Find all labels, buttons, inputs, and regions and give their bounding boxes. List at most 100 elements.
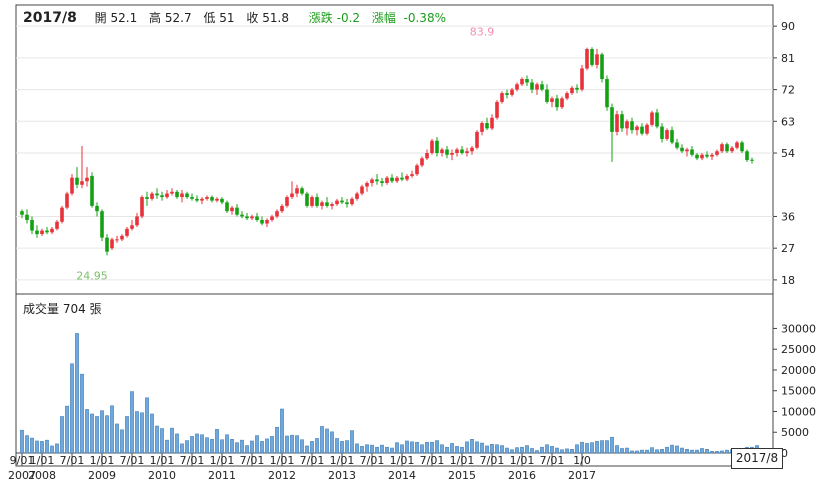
volume-bar bbox=[80, 373, 84, 454]
candle-body bbox=[525, 79, 529, 83]
volume-bar bbox=[55, 443, 59, 454]
volume-bar bbox=[565, 448, 569, 454]
volume-bar bbox=[305, 445, 309, 454]
candle-body bbox=[365, 182, 369, 187]
year-label: 2009 bbox=[88, 469, 116, 482]
candle-body bbox=[375, 179, 379, 182]
volume-bar bbox=[550, 446, 554, 454]
volume-bar bbox=[675, 445, 679, 454]
year-label: 2007 bbox=[8, 469, 36, 482]
volume-bar bbox=[445, 446, 449, 454]
candle-body bbox=[485, 123, 489, 129]
volume-bar bbox=[680, 447, 684, 454]
volume-bar bbox=[20, 429, 24, 454]
volume-bar bbox=[30, 437, 34, 454]
volume-bar bbox=[345, 440, 349, 454]
candle-body bbox=[370, 179, 374, 183]
candle-body bbox=[655, 112, 659, 127]
volume-bar bbox=[340, 441, 344, 454]
volume-bar bbox=[295, 435, 299, 454]
candle-body bbox=[545, 89, 549, 102]
candle-body bbox=[565, 93, 569, 99]
volume-bar bbox=[255, 435, 259, 454]
volume-bar bbox=[315, 438, 319, 454]
candle-body bbox=[210, 197, 214, 201]
candle-body bbox=[245, 216, 249, 219]
candle-body bbox=[340, 200, 344, 203]
candle-body bbox=[200, 198, 204, 201]
open-value: 52.1 bbox=[110, 11, 138, 25]
volume-bar bbox=[590, 442, 594, 454]
volume-bar bbox=[50, 445, 54, 454]
volume-bar bbox=[510, 449, 514, 454]
volume-bar bbox=[240, 439, 244, 454]
open-label: 開 bbox=[94, 11, 107, 25]
pct-label: 漲幅 bbox=[371, 11, 396, 25]
volume-bar bbox=[610, 436, 614, 454]
volume-bar bbox=[385, 446, 389, 454]
candle-body bbox=[495, 101, 499, 118]
volume-bar bbox=[430, 441, 434, 454]
candle-body bbox=[595, 54, 599, 65]
candle-body bbox=[230, 207, 234, 212]
candle-body bbox=[405, 175, 409, 180]
volume-tick-label: 0 bbox=[781, 447, 788, 460]
candle-body bbox=[415, 165, 419, 175]
candle-body bbox=[505, 93, 509, 95]
candle-body bbox=[500, 93, 504, 102]
candle-body bbox=[725, 144, 729, 152]
volume-bar bbox=[465, 441, 469, 454]
candle-body bbox=[345, 202, 349, 205]
candle-body bbox=[250, 216, 254, 219]
candle-body bbox=[410, 174, 414, 176]
candle-body bbox=[580, 68, 584, 90]
volume-bar bbox=[130, 391, 134, 454]
candle-body bbox=[520, 79, 524, 85]
candle-body bbox=[425, 153, 429, 159]
candle-body bbox=[135, 216, 139, 226]
candle-body bbox=[305, 193, 309, 206]
close-item: 收 51.8 bbox=[246, 11, 289, 25]
candle-body bbox=[335, 200, 339, 205]
volume-bar bbox=[545, 444, 549, 454]
candle-body bbox=[560, 98, 564, 108]
volume-bar bbox=[70, 363, 74, 454]
candle-body bbox=[155, 193, 159, 196]
volume-bar bbox=[140, 412, 144, 454]
x-tick-label: 7/01 bbox=[480, 454, 505, 467]
candle-body bbox=[440, 149, 444, 154]
candle-body bbox=[710, 154, 714, 157]
volume-bar bbox=[515, 447, 519, 454]
candle-body bbox=[360, 186, 364, 194]
candle-body bbox=[20, 211, 24, 215]
volume-bar bbox=[700, 448, 704, 454]
volume-bar bbox=[170, 427, 174, 454]
candle-body bbox=[535, 84, 539, 90]
volume-bar bbox=[330, 431, 334, 454]
x-tick-label: 7/01 bbox=[240, 454, 265, 467]
candle-body bbox=[120, 235, 124, 240]
candle-body bbox=[490, 117, 494, 129]
volume-bar bbox=[635, 450, 639, 454]
x-tick-label: 7/01 bbox=[60, 454, 85, 467]
volume-bar bbox=[160, 428, 164, 454]
year-label: 2014 bbox=[388, 469, 416, 482]
volume-bar bbox=[555, 447, 559, 454]
volume-bar bbox=[155, 425, 159, 454]
volume-bar bbox=[320, 426, 324, 454]
candle-body bbox=[720, 144, 724, 152]
high-item: 高 52.7 bbox=[149, 11, 192, 25]
candle-body bbox=[735, 142, 739, 148]
year-label: 2016 bbox=[508, 469, 536, 482]
candle-body bbox=[280, 205, 284, 212]
period-label: 2017/8 bbox=[23, 10, 77, 26]
volume-bar bbox=[405, 440, 409, 454]
candle-body bbox=[665, 130, 669, 139]
volume-bar bbox=[595, 441, 599, 454]
candle-body bbox=[610, 107, 614, 132]
volume-bar bbox=[85, 409, 89, 454]
change-item: 漲跌 -0.2 bbox=[309, 11, 360, 25]
candle-body bbox=[585, 49, 589, 69]
x-tick-label: 1/01 bbox=[150, 454, 175, 467]
